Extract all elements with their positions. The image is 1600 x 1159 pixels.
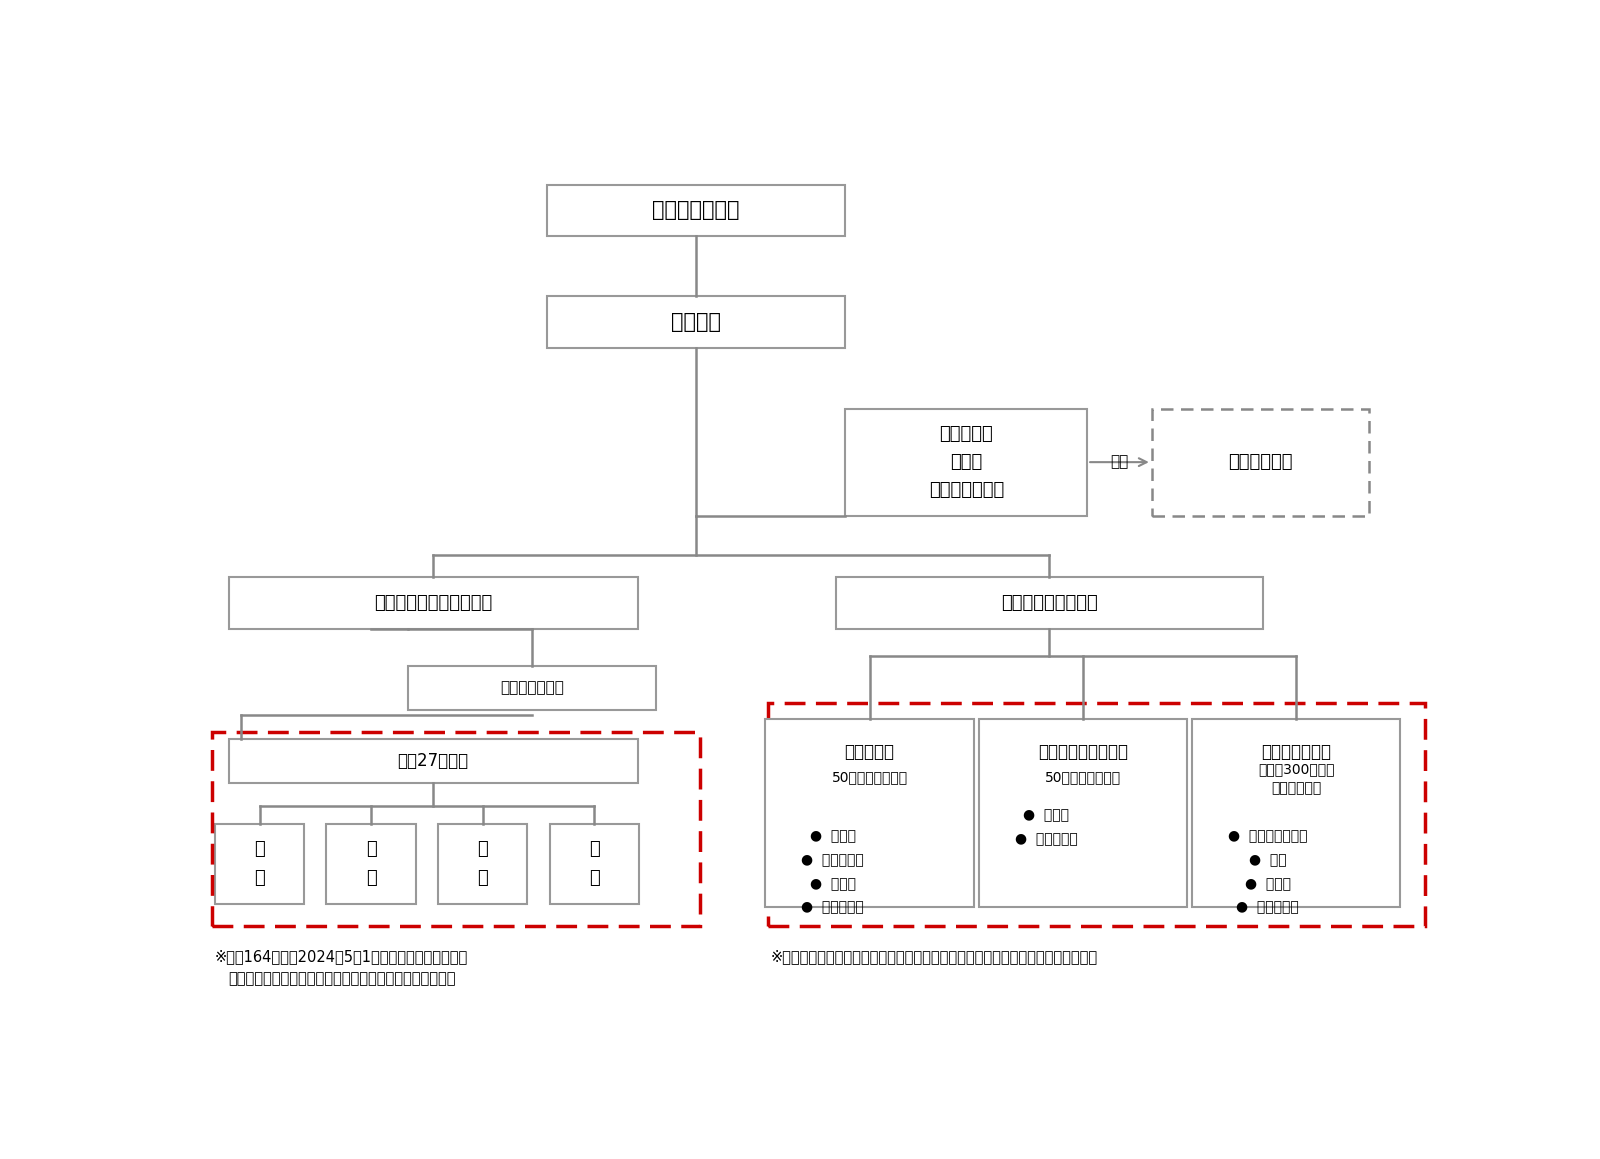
Bar xyxy=(547,297,845,348)
Text: 支
店: 支 店 xyxy=(477,840,488,888)
Text: 全国27エリア: 全国27エリア xyxy=(397,752,469,770)
Bar xyxy=(408,665,656,710)
Text: 製造業300名以上
（生産本部）: 製造業300名以上 （生産本部） xyxy=(1258,763,1334,796)
Text: 衛生委員会: 衛生委員会 xyxy=(845,743,894,761)
Text: 50人未満の事業場: 50人未満の事業場 xyxy=(1045,771,1122,785)
Bar xyxy=(979,719,1187,906)
Text: ※全国164拠点（2024年5月1日時点）に在籍している
　職場環境改善推進委員が「健康経営推進担当者」を兼務: ※全国164拠点（2024年5月1日時点）に在籍している 職場環境改善推進委員が… xyxy=(214,949,469,986)
Bar xyxy=(845,409,1088,516)
Text: 部
署: 部 署 xyxy=(589,840,600,888)
Bar xyxy=(229,577,638,629)
Text: 代表取締役社長: 代表取締役社長 xyxy=(653,201,739,220)
Text: ●  拠点長
●  衛生推進者
●  産業医
●  衛生管理者: ● 拠点長 ● 衛生推進者 ● 産業医 ● 衛生管理者 xyxy=(802,829,864,914)
Bar xyxy=(213,731,699,926)
Bar xyxy=(1192,719,1400,906)
Bar xyxy=(768,704,1426,926)
Text: ●  拠点長
●  衛生推進者: ● 拠点長 ● 衛生推進者 xyxy=(1014,809,1077,846)
Bar xyxy=(229,738,638,783)
Text: 健康保険組合: 健康保険組合 xyxy=(1227,453,1293,472)
Bar xyxy=(550,824,638,904)
Bar xyxy=(547,184,845,236)
Bar xyxy=(438,824,528,904)
Text: 支
店: 支 店 xyxy=(254,840,266,888)
Bar xyxy=(1152,409,1368,516)
Text: 支
店: 支 店 xyxy=(366,840,376,888)
Text: 【事務局】
人事部
産業医・保健師: 【事務局】 人事部 産業医・保健師 xyxy=(928,425,1003,498)
Bar xyxy=(765,719,974,906)
Bar xyxy=(214,824,304,904)
Text: 職場環境改善推進委員会: 職場環境改善推進委員会 xyxy=(374,595,493,612)
Text: 職場環境協議会: 職場環境協議会 xyxy=(501,680,565,695)
Text: ●  総括衛生管理者
●  委員
●  産業医
●  安全管理者: ● 総括衛生管理者 ● 委員 ● 産業医 ● 安全管理者 xyxy=(1227,829,1307,914)
Text: 安全衛生委員会: 安全衛生委員会 xyxy=(1261,743,1331,761)
Bar xyxy=(326,824,416,904)
Text: 50人以上の事業場: 50人以上の事業場 xyxy=(832,771,907,785)
Bar xyxy=(835,577,1264,629)
Text: ※安全管理体制における衛生管理者・衛生推進者が「健康経営推進担当者」を兼務: ※安全管理体制における衛生管理者・衛生推進者が「健康経営推進担当者」を兼務 xyxy=(771,949,1098,964)
Text: 拠点単独の管理体制: 拠点単独の管理体制 xyxy=(1038,743,1128,761)
Text: 担当役員: 担当役員 xyxy=(670,312,722,331)
Text: 連携: 連携 xyxy=(1110,454,1128,469)
Text: 全社安全衛生委員会: 全社安全衛生委員会 xyxy=(1002,595,1098,612)
